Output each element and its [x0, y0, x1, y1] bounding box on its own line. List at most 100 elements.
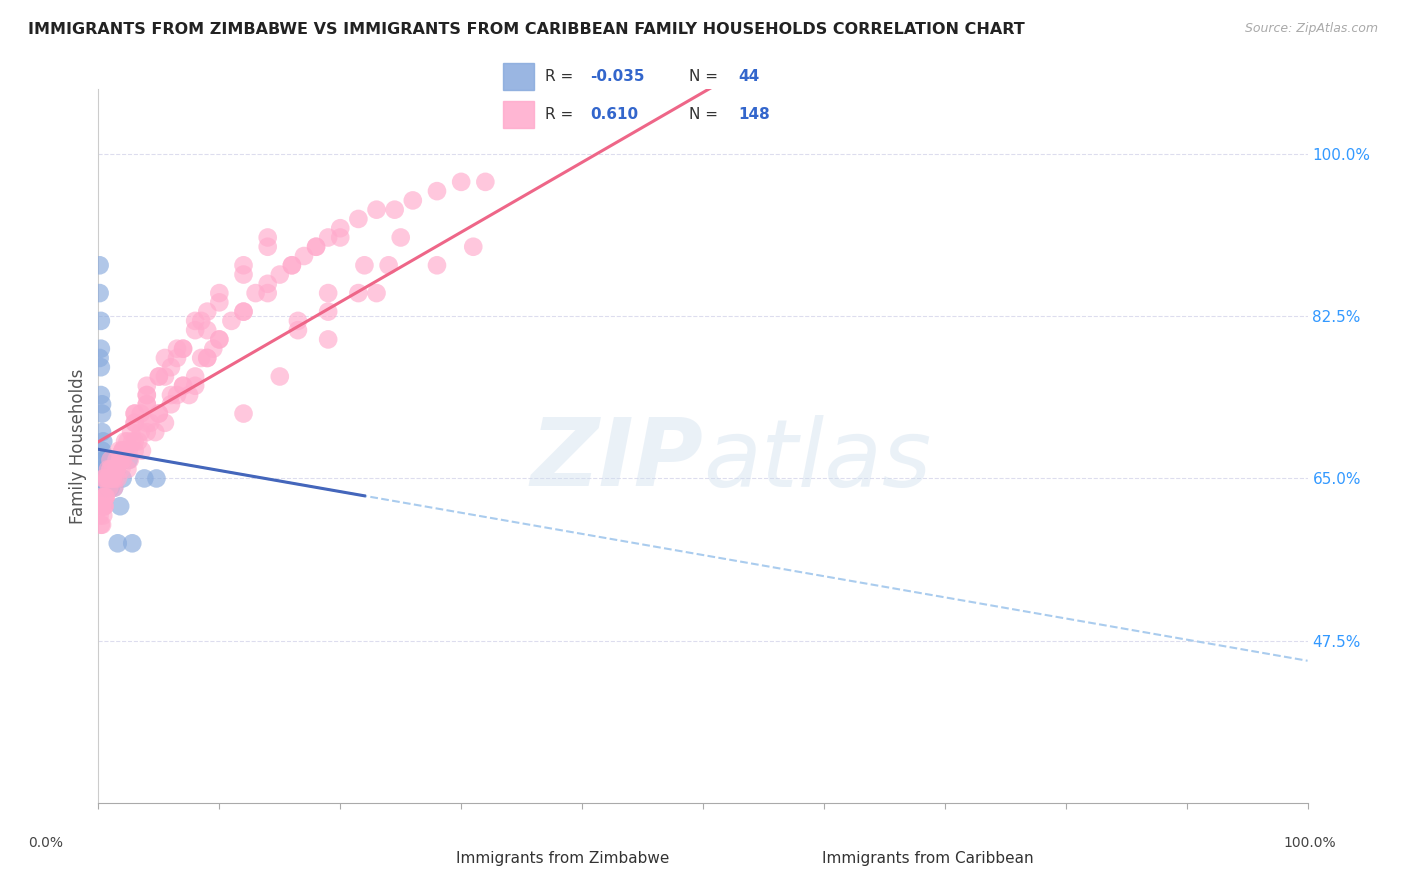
Text: 0.610: 0.610: [591, 107, 638, 122]
Point: [316, 286, 339, 301]
Point: [135, 378, 157, 392]
Text: Immigrants from Caribbean: Immigrants from Caribbean: [823, 851, 1033, 865]
Point: [184, 314, 207, 328]
Point: [97, 471, 120, 485]
Point: [89, 286, 111, 301]
Point: [134, 471, 156, 485]
Point: [172, 342, 194, 356]
Point: [384, 202, 406, 217]
Point: [148, 407, 170, 421]
Point: [93, 471, 115, 485]
Point: [131, 443, 153, 458]
Point: [202, 342, 225, 356]
Point: [135, 397, 157, 411]
Point: [256, 277, 278, 291]
Point: [94, 490, 117, 504]
Point: [114, 434, 136, 449]
Point: [94, 462, 117, 476]
Point: [91, 434, 114, 449]
Bar: [503, 101, 534, 128]
Point: [103, 481, 125, 495]
Point: [120, 425, 142, 439]
Point: [100, 453, 122, 467]
Point: [108, 453, 131, 467]
Point: [91, 443, 114, 458]
Point: [166, 351, 188, 365]
Point: [305, 240, 328, 254]
Point: [195, 304, 218, 318]
Point: [153, 369, 176, 384]
Point: [98, 471, 121, 485]
Point: [316, 333, 339, 347]
Point: [93, 490, 115, 504]
Point: [90, 314, 112, 328]
Point: [100, 471, 122, 485]
Point: [110, 462, 132, 476]
Text: N =: N =: [689, 107, 723, 122]
Point: [91, 462, 114, 476]
Point: [93, 490, 115, 504]
Text: Immigrants from Zimbabwe: Immigrants from Zimbabwe: [456, 851, 669, 865]
Point: [179, 388, 201, 402]
Point: [98, 462, 121, 476]
Point: [377, 258, 399, 272]
Point: [124, 416, 146, 430]
Point: [208, 333, 231, 347]
Point: [366, 286, 388, 301]
Point: [118, 443, 141, 458]
Point: [93, 471, 115, 485]
Point: [347, 211, 370, 226]
Point: [91, 471, 114, 485]
Point: [100, 471, 122, 485]
Point: [329, 230, 352, 244]
Point: [135, 388, 157, 402]
Point: [281, 258, 304, 272]
Point: [111, 443, 134, 458]
Point: [101, 471, 124, 485]
Point: [97, 462, 120, 476]
Point: [426, 258, 449, 272]
Point: [111, 443, 134, 458]
Point: [208, 333, 231, 347]
Point: [190, 351, 212, 365]
Point: [111, 453, 134, 467]
Point: [98, 481, 121, 495]
Point: [101, 471, 124, 485]
Point: [105, 453, 128, 467]
Y-axis label: Family Households: Family Households: [69, 368, 87, 524]
Text: -0.035: -0.035: [591, 69, 645, 84]
Point: [143, 425, 166, 439]
Point: [232, 407, 254, 421]
Point: [135, 388, 157, 402]
Point: [97, 471, 120, 485]
Point: [90, 517, 112, 532]
Point: [135, 416, 157, 430]
Point: [105, 462, 128, 476]
Point: [108, 443, 131, 458]
Point: [160, 360, 183, 375]
Point: [148, 369, 170, 384]
Point: [93, 453, 115, 467]
Point: [135, 397, 157, 411]
Point: [172, 378, 194, 392]
Point: [100, 471, 122, 485]
Point: [91, 397, 114, 411]
Point: [316, 230, 339, 244]
Point: [256, 240, 278, 254]
Point: [139, 416, 162, 430]
Point: [97, 462, 120, 476]
Point: [184, 323, 207, 337]
Point: [232, 268, 254, 282]
Point: [94, 490, 117, 504]
Point: [145, 471, 167, 485]
Point: [121, 536, 143, 550]
Point: [153, 351, 176, 365]
Point: [269, 369, 291, 384]
Point: [89, 508, 111, 523]
Point: [474, 175, 496, 189]
Point: [104, 471, 127, 485]
Bar: [503, 62, 534, 90]
Point: [107, 536, 129, 550]
Point: [100, 471, 122, 485]
Point: [90, 342, 112, 356]
